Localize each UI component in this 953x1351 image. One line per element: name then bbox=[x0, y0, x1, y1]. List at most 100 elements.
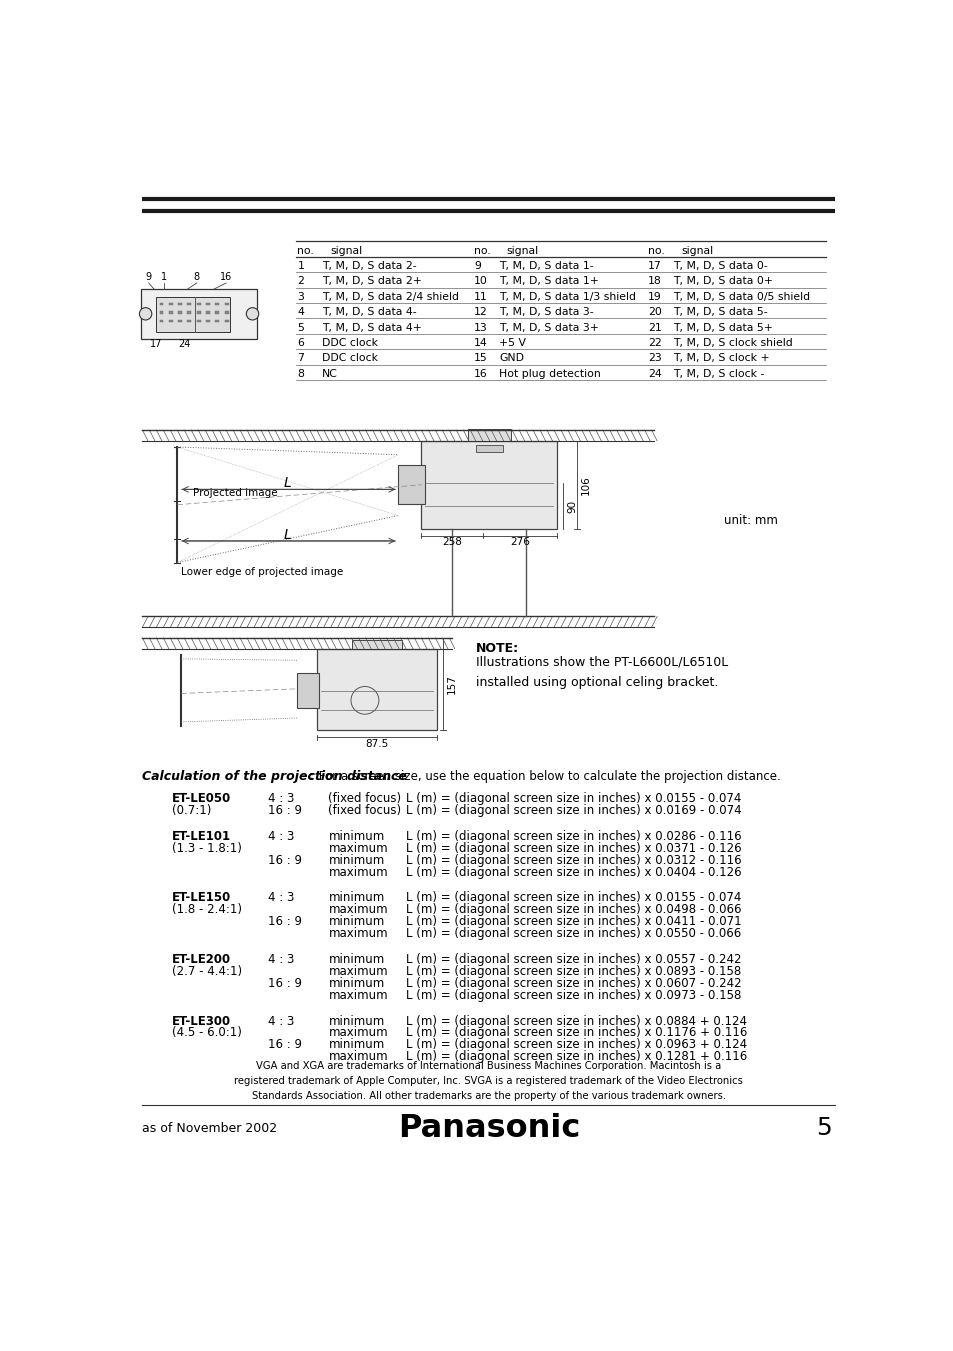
Text: 2: 2 bbox=[297, 277, 304, 286]
Text: L (m) = (diagonal screen size in inches) x 0.0498 - 0.066: L (m) = (diagonal screen size in inches)… bbox=[406, 904, 740, 916]
Text: maximum: maximum bbox=[328, 904, 388, 916]
Text: 15: 15 bbox=[474, 354, 487, 363]
Text: 4 : 3: 4 : 3 bbox=[268, 1015, 294, 1028]
Text: L (m) = (diagonal screen size in inches) x 0.0169 - 0.074: L (m) = (diagonal screen size in inches)… bbox=[406, 804, 740, 817]
Text: T, M, D, S clock +: T, M, D, S clock + bbox=[673, 354, 769, 363]
Text: L (m) = (diagonal screen size in inches) x 0.0557 - 0.242: L (m) = (diagonal screen size in inches)… bbox=[406, 952, 740, 966]
Text: 10: 10 bbox=[474, 277, 488, 286]
Bar bbox=[169, 320, 172, 323]
Text: Hot plug detection: Hot plug detection bbox=[498, 369, 600, 378]
Text: T, M, D, S data 4+: T, M, D, S data 4+ bbox=[322, 323, 422, 332]
Text: (1.8 - 2.4:1): (1.8 - 2.4:1) bbox=[172, 904, 242, 916]
Text: 16 : 9: 16 : 9 bbox=[268, 977, 302, 990]
Text: T, M, D, S clock shield: T, M, D, S clock shield bbox=[673, 338, 792, 349]
Text: L (m) = (diagonal screen size in inches) x 0.0404 - 0.126: L (m) = (diagonal screen size in inches)… bbox=[406, 866, 740, 878]
Bar bbox=[206, 303, 210, 305]
Text: 1: 1 bbox=[297, 261, 304, 272]
Text: (0.7:1): (0.7:1) bbox=[172, 804, 212, 817]
Text: L (m) = (diagonal screen size in inches) x 0.0155 - 0.074: L (m) = (diagonal screen size in inches)… bbox=[406, 792, 740, 805]
Text: 4: 4 bbox=[297, 307, 304, 317]
Text: 16: 16 bbox=[220, 272, 233, 282]
Text: maximum: maximum bbox=[328, 927, 388, 940]
Text: (2.7 - 4.4:1): (2.7 - 4.4:1) bbox=[172, 965, 242, 978]
Text: Projected image: Projected image bbox=[193, 488, 277, 499]
Circle shape bbox=[246, 308, 258, 320]
Text: L (m) = (diagonal screen size in inches) x 0.0973 - 0.158: L (m) = (diagonal screen size in inches)… bbox=[406, 989, 740, 1001]
Text: ET-LE101: ET-LE101 bbox=[172, 830, 231, 843]
Text: 24: 24 bbox=[178, 339, 191, 349]
Text: 20: 20 bbox=[647, 307, 661, 317]
Bar bbox=[196, 320, 200, 323]
Text: GND: GND bbox=[498, 354, 523, 363]
Text: 6: 6 bbox=[297, 338, 304, 349]
Text: 87.5: 87.5 bbox=[365, 739, 388, 748]
Text: 5: 5 bbox=[816, 1116, 831, 1140]
Text: no.: no. bbox=[647, 246, 664, 257]
Circle shape bbox=[139, 308, 152, 320]
Text: minimum: minimum bbox=[328, 977, 384, 990]
Text: minimum: minimum bbox=[328, 915, 384, 928]
Bar bbox=[224, 303, 229, 305]
Text: ET-LE050: ET-LE050 bbox=[172, 792, 231, 805]
Text: maximum: maximum bbox=[328, 1050, 388, 1063]
Text: :: : bbox=[309, 770, 314, 784]
Text: Illustrations show the PT-L6600L/L6510L
installed using optional celing bracket.: Illustrations show the PT-L6600L/L6510L … bbox=[476, 655, 727, 689]
Text: VGA and XGA are trademarks of International Business Machines Corporation. Macin: VGA and XGA are trademarks of Internatio… bbox=[234, 1062, 742, 1101]
Text: 8: 8 bbox=[297, 369, 304, 378]
Text: L (m) = (diagonal screen size in inches) x 0.0411 - 0.071: L (m) = (diagonal screen size in inches)… bbox=[406, 915, 740, 928]
Text: T, M, D, S data 1-: T, M, D, S data 1- bbox=[498, 261, 593, 272]
Bar bbox=[476, 444, 502, 453]
Bar bbox=[159, 303, 163, 305]
Text: DDC clock: DDC clock bbox=[322, 338, 378, 349]
Text: T, M, D, S data 1/3 shield: T, M, D, S data 1/3 shield bbox=[498, 292, 636, 301]
Text: (1.3 - 1.8:1): (1.3 - 1.8:1) bbox=[172, 842, 241, 855]
Text: 5: 5 bbox=[297, 323, 304, 332]
Text: 4 : 3: 4 : 3 bbox=[268, 952, 294, 966]
Text: minimum: minimum bbox=[328, 854, 384, 866]
Text: T, M, D, S clock -: T, M, D, S clock - bbox=[673, 369, 764, 378]
Text: 21: 21 bbox=[647, 323, 660, 332]
Text: 106: 106 bbox=[580, 474, 591, 494]
Text: 7: 7 bbox=[297, 354, 304, 363]
Text: T, M, D, S data 3-: T, M, D, S data 3- bbox=[498, 307, 593, 317]
Bar bbox=[215, 320, 219, 323]
Text: T, M, D, S data 0-: T, M, D, S data 0- bbox=[673, 261, 767, 272]
Text: (fixed focus): (fixed focus) bbox=[328, 804, 401, 817]
Text: signal: signal bbox=[506, 246, 538, 257]
Text: 11: 11 bbox=[474, 292, 487, 301]
Bar bbox=[156, 297, 230, 331]
Bar bbox=[206, 312, 210, 313]
Bar bbox=[196, 303, 200, 305]
Text: L (m) = (diagonal screen size in inches) x 0.0155 - 0.074: L (m) = (diagonal screen size in inches)… bbox=[406, 892, 740, 904]
Text: L (m) = (diagonal screen size in inches) x 0.0550 - 0.066: L (m) = (diagonal screen size in inches)… bbox=[406, 927, 740, 940]
Bar bbox=[215, 303, 219, 305]
Bar bbox=[352, 639, 402, 648]
Text: Panasonic: Panasonic bbox=[397, 1113, 579, 1144]
Text: minimum: minimum bbox=[328, 1039, 384, 1051]
Text: L (m) = (diagonal screen size in inches) x 0.1281 + 0.116: L (m) = (diagonal screen size in inches)… bbox=[406, 1050, 746, 1063]
Text: 1: 1 bbox=[161, 272, 167, 282]
Bar bbox=[178, 320, 182, 323]
Text: L (m) = (diagonal screen size in inches) x 0.0371 - 0.126: L (m) = (diagonal screen size in inches)… bbox=[406, 842, 740, 855]
Text: unit: mm: unit: mm bbox=[723, 513, 778, 527]
Bar bbox=[141, 289, 257, 339]
Bar bbox=[169, 303, 172, 305]
Text: ET-LE300: ET-LE300 bbox=[172, 1015, 231, 1028]
Text: T, M, D, S data 5+: T, M, D, S data 5+ bbox=[673, 323, 773, 332]
Bar bbox=[169, 312, 172, 313]
Text: T, M, D, S data 2-: T, M, D, S data 2- bbox=[322, 261, 416, 272]
Bar bbox=[297, 673, 319, 708]
Text: 4 : 3: 4 : 3 bbox=[268, 892, 294, 904]
Text: 14: 14 bbox=[474, 338, 487, 349]
Text: T, M, D, S data 4-: T, M, D, S data 4- bbox=[322, 307, 416, 317]
Text: L (m) = (diagonal screen size in inches) x 0.0893 - 0.158: L (m) = (diagonal screen size in inches)… bbox=[406, 965, 740, 978]
Text: minimum: minimum bbox=[328, 830, 384, 843]
Text: no.: no. bbox=[297, 246, 314, 257]
Bar bbox=[224, 320, 229, 323]
Text: +5 V: +5 V bbox=[498, 338, 525, 349]
Bar bbox=[224, 312, 229, 313]
Text: 157: 157 bbox=[447, 674, 456, 694]
Text: T, M, D, S data 5-: T, M, D, S data 5- bbox=[673, 307, 767, 317]
Text: 19: 19 bbox=[647, 292, 660, 301]
Text: 16 : 9: 16 : 9 bbox=[268, 915, 302, 928]
